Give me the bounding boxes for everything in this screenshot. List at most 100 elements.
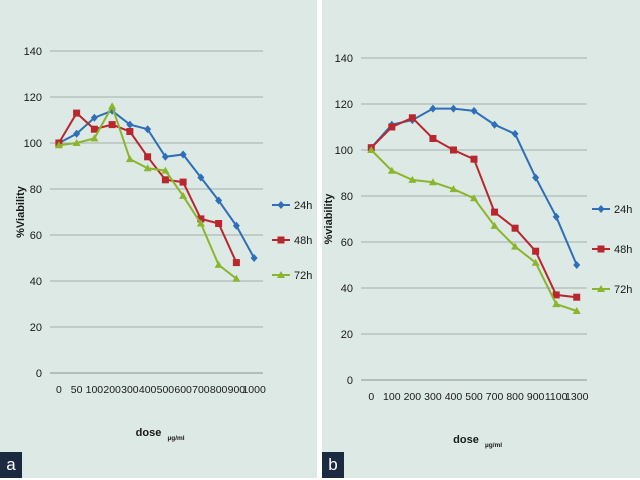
y-tick-label: 40	[341, 283, 353, 295]
x-tick-label: 800	[210, 384, 228, 396]
series-line-72h	[370, 149, 578, 312]
legend-marker-24h	[277, 201, 285, 209]
y-tick-label: 80	[30, 184, 42, 196]
legend-label-72h: 72h	[614, 284, 632, 296]
data-point-72h	[161, 166, 170, 174]
y-tick-label: 40	[30, 276, 42, 288]
data-point-24h	[161, 152, 169, 161]
data-point-48h	[449, 146, 457, 154]
x-tick-label: 600	[174, 384, 192, 396]
x-tick-label: 400	[139, 384, 157, 396]
series-72h	[367, 146, 581, 314]
x-tick-label: 0	[56, 384, 62, 396]
data-point-72h	[531, 258, 540, 266]
data-point-24h	[73, 129, 81, 138]
data-point-48h	[573, 293, 581, 301]
data-point-72h	[179, 191, 188, 199]
x-tick-label: 800	[506, 391, 524, 403]
panel-label-b: b	[322, 452, 344, 478]
data-point-48h	[73, 109, 81, 117]
panel-label-a: a	[0, 452, 22, 478]
y-tick-label: 0	[347, 375, 353, 387]
legend-marker-24h	[597, 205, 605, 213]
x-tick-label: 300	[424, 391, 442, 403]
x-tick-label: 200	[103, 384, 121, 396]
y-axis-title: %viability	[323, 193, 335, 245]
data-point-48h	[215, 220, 223, 227]
y-tick-label: 100	[24, 138, 42, 150]
data-point-48h	[408, 114, 416, 122]
legend-label-48h: 48h	[294, 235, 312, 247]
x-tick-label: 900	[228, 384, 246, 396]
data-point-72h	[90, 134, 99, 142]
x-tick-label: 0	[368, 391, 374, 403]
data-point-72h	[54, 141, 63, 149]
x-axis-title-unit: µg/ml	[485, 442, 502, 449]
data-point-48h	[491, 208, 499, 216]
chart-panel-a: 0 20 40 60 80 100 120 140 0 50 100 200 300 400 500 600 7…	[0, 0, 317, 478]
data-point-24h	[250, 254, 258, 262]
data-point-24h	[470, 106, 478, 115]
x-axis-title-unit: µg/ml	[168, 435, 185, 442]
x-axis-title: dose	[136, 427, 162, 439]
data-point-48h	[429, 135, 437, 142]
data-point-72h	[387, 166, 396, 174]
series-72h	[54, 102, 241, 282]
data-point-24h	[573, 261, 581, 269]
x-tick-label: 100	[383, 391, 401, 403]
x-tick-label: 500	[465, 391, 483, 403]
y-tick-label: 60	[30, 230, 42, 242]
y-tick-label: 80	[341, 191, 353, 203]
legend-marker-48h	[277, 236, 285, 244]
data-point-24h	[552, 212, 560, 221]
legend-marker-48h	[597, 245, 605, 253]
x-tick-label: 500	[157, 384, 175, 396]
y-tick-label: 20	[30, 322, 42, 334]
data-point-72h	[449, 185, 458, 193]
x-tick-label: 700	[486, 391, 504, 403]
data-point-72h	[108, 102, 117, 110]
data-point-48h	[552, 291, 560, 299]
data-point-72h	[214, 260, 223, 268]
data-point-72h	[72, 139, 81, 146]
x-tick-label: 900	[527, 391, 545, 403]
y-tick-label: 120	[335, 99, 353, 111]
data-point-24h	[179, 150, 187, 159]
legend-label-48h: 48h	[614, 244, 632, 256]
x-tick-label: 300	[121, 384, 139, 396]
data-point-24h	[197, 173, 205, 182]
x-tick-label: 100	[86, 384, 104, 396]
data-point-72h	[408, 175, 417, 183]
series-24h	[367, 104, 581, 269]
data-point-24h	[90, 113, 98, 122]
data-point-72h	[511, 242, 520, 250]
series-24h	[55, 106, 258, 262]
x-axis-title: dose	[453, 434, 479, 446]
y-tick-label: 120	[24, 92, 42, 104]
series-48h	[367, 114, 581, 301]
data-point-48h	[532, 247, 540, 255]
y-tick-label: 140	[24, 46, 42, 58]
data-point-48h	[388, 123, 396, 131]
x-tick-label: 400	[445, 391, 463, 403]
data-point-72h	[572, 307, 581, 314]
y-tick-label: 60	[341, 237, 353, 249]
data-point-72h	[143, 164, 152, 172]
data-point-72h	[470, 194, 478, 202]
data-point-48h	[511, 224, 519, 232]
x-tick-label: 1100	[545, 391, 568, 403]
data-point-72h	[125, 155, 134, 163]
data-point-72h	[196, 219, 205, 227]
legend-label-24h: 24h	[614, 204, 632, 216]
data-point-24h	[491, 120, 499, 129]
data-point-48h	[470, 155, 478, 163]
data-point-48h	[161, 176, 169, 184]
series-line-48h	[370, 116, 577, 299]
data-point-24h	[511, 129, 519, 138]
data-point-48h	[197, 215, 205, 223]
chart-panel-b: 0 20 40 60 80 100 120 140 0 100 200 300 400 500 700 800…	[322, 0, 640, 478]
legend-label-24h: 24h	[294, 200, 312, 212]
y-tick-label: 140	[335, 53, 353, 65]
legend-marker-72h	[597, 285, 605, 292]
